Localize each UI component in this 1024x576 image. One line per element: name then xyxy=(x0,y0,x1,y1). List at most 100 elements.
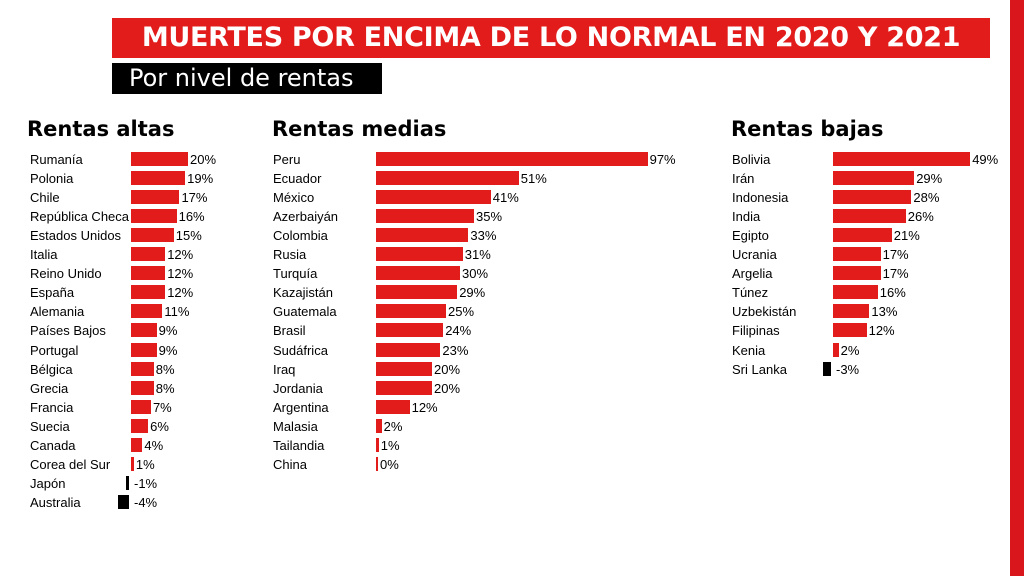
category-label: Iraq xyxy=(273,361,296,377)
bar xyxy=(117,494,129,509)
bar xyxy=(376,456,378,471)
value-label: 49% xyxy=(972,152,999,167)
value-label: 25% xyxy=(448,304,475,320)
value-label: 17% xyxy=(882,247,909,263)
category-label: Túnez xyxy=(732,285,769,301)
value-label: 12% xyxy=(167,266,194,282)
category-label: Canada xyxy=(30,437,76,453)
bar xyxy=(376,304,446,319)
category-label: Grecia xyxy=(30,380,69,396)
category-label: Ecuador xyxy=(273,171,322,187)
bar xyxy=(833,209,906,224)
category-label: Azerbaiyán xyxy=(273,209,339,225)
bar xyxy=(376,342,441,357)
category-label: Suecia xyxy=(30,418,70,434)
category-label: Bolivia xyxy=(732,152,771,167)
value-label: 19% xyxy=(187,171,214,187)
category-label: Japón xyxy=(30,475,66,491)
bar xyxy=(833,342,839,357)
category-label: Jordania xyxy=(273,380,323,396)
category-label: República Checa xyxy=(30,209,130,225)
bar xyxy=(833,152,971,166)
bar xyxy=(833,171,915,186)
bar xyxy=(376,361,432,376)
category-label: Países Bajos xyxy=(30,323,106,339)
category-label: Argentina xyxy=(273,399,329,415)
bar xyxy=(376,323,444,338)
value-label: 12% xyxy=(868,323,895,339)
bar xyxy=(131,266,166,281)
value-label: 35% xyxy=(476,209,503,225)
value-label: 24% xyxy=(445,323,472,339)
bar xyxy=(822,361,831,376)
category-label: Colombia xyxy=(273,228,328,244)
panel-title-rentas-altas: Rentas altas xyxy=(27,117,175,141)
bar xyxy=(376,152,648,166)
value-label: 12% xyxy=(411,399,438,415)
value-label: 4% xyxy=(144,437,164,453)
value-label: 20% xyxy=(434,361,461,377)
bar xyxy=(131,171,186,186)
value-label: 16% xyxy=(178,209,205,225)
value-label: 1% xyxy=(380,437,400,453)
bar xyxy=(376,190,491,205)
category-label: Bélgica xyxy=(30,361,73,377)
category-label: Turquía xyxy=(273,266,318,282)
bar xyxy=(376,209,474,224)
bar xyxy=(131,323,157,338)
bar xyxy=(833,323,867,338)
value-label: 21% xyxy=(893,228,920,244)
bar xyxy=(833,247,881,262)
bar xyxy=(126,475,129,490)
value-label: 97% xyxy=(649,152,676,167)
category-label: Irán xyxy=(732,171,755,187)
bar xyxy=(833,266,881,281)
value-label: 33% xyxy=(470,228,497,244)
value-label: 9% xyxy=(158,323,178,339)
value-label: 2% xyxy=(840,342,860,358)
bar xyxy=(833,285,878,300)
category-label: Tailandia xyxy=(273,437,325,453)
bar xyxy=(131,456,134,471)
category-label: Kazajistán xyxy=(273,285,333,301)
bar xyxy=(833,304,870,319)
value-label: -3% xyxy=(836,361,860,377)
bar xyxy=(131,190,180,205)
panel-title-rentas-bajas: Rentas bajas xyxy=(731,117,884,141)
value-label: 11% xyxy=(164,304,190,320)
bar xyxy=(131,247,166,262)
bar xyxy=(131,342,157,357)
category-label: Sri Lanka xyxy=(732,361,787,377)
value-label: -1% xyxy=(134,475,158,491)
bar xyxy=(376,399,410,414)
right-border-frame xyxy=(1010,0,1024,576)
category-label: Estados Unidos xyxy=(30,228,122,244)
value-label: 28% xyxy=(913,190,940,206)
category-label: Peru xyxy=(273,152,301,167)
category-label: Argelia xyxy=(732,266,773,282)
bar xyxy=(376,418,382,433)
bar xyxy=(131,399,151,414)
value-label: -4% xyxy=(134,494,158,510)
value-label: 9% xyxy=(158,342,178,358)
category-label: Malasia xyxy=(273,418,318,434)
value-label: 2% xyxy=(383,418,403,434)
panel-title-rentas-medias: Rentas medias xyxy=(272,117,447,141)
category-label: Chile xyxy=(30,190,60,206)
bar xyxy=(131,361,154,376)
category-label: España xyxy=(30,285,75,301)
bar xyxy=(131,418,149,433)
category-label: Egipto xyxy=(732,228,769,244)
bar xyxy=(376,285,458,300)
category-label: Corea del Sur xyxy=(30,456,111,472)
category-label: Ucrania xyxy=(732,247,777,263)
value-label: 16% xyxy=(879,285,906,301)
value-label: 17% xyxy=(882,266,909,282)
bar xyxy=(131,228,174,243)
category-label: Rusia xyxy=(273,247,307,263)
chart-title: MUERTES POR ENCIMA DE LO NORMAL EN 2020 … xyxy=(112,18,990,58)
value-label: 20% xyxy=(190,152,217,167)
value-label: 8% xyxy=(155,361,175,377)
bar xyxy=(376,380,432,395)
value-label: 29% xyxy=(916,171,943,187)
